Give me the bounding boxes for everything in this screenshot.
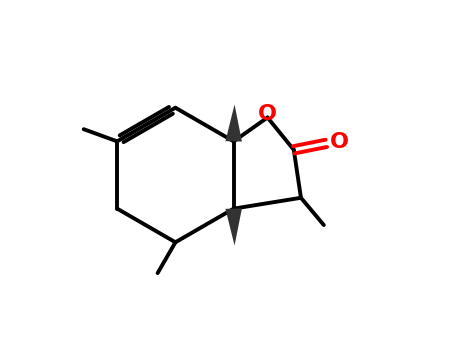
Polygon shape — [225, 209, 242, 246]
Text: O: O — [258, 104, 277, 124]
Text: O: O — [330, 132, 349, 153]
Polygon shape — [225, 104, 242, 141]
